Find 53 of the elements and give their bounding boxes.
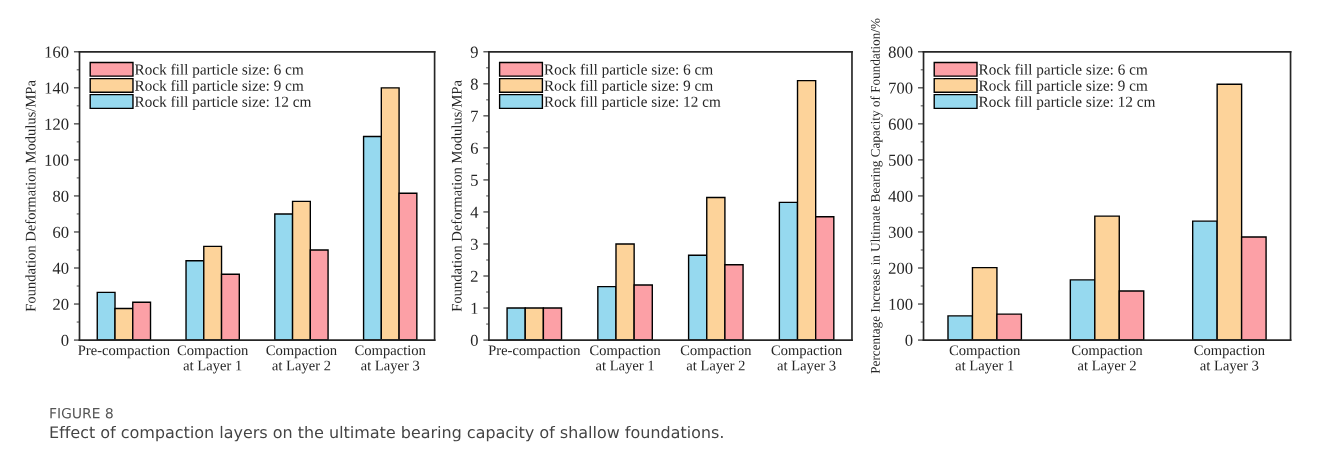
x-tick-label: Compaction at Layer 1 [590, 345, 661, 374]
x-tick-label: Compaction at Layer 3 [1194, 345, 1265, 374]
x-tick-label: Pre-compaction [488, 345, 581, 359]
y-axis-title: Foundation Deformation Modulus/MPa [451, 80, 462, 312]
x-tick-label: Compaction at Layer 2 [1071, 345, 1143, 374]
y-tick-label: 60 [53, 226, 69, 238]
y-tick-label: 140 [45, 82, 69, 94]
y-tick-label: 0 [905, 334, 913, 347]
y-tick-label: 0 [470, 334, 478, 347]
y-tick-label: 3 [470, 238, 478, 250]
y-tick-label: 20 [53, 298, 69, 310]
y-tick-label: 5 [471, 174, 478, 186]
y-tick-label: 80 [53, 190, 69, 202]
x-tick-label: Compaction at Layer 3 [771, 345, 843, 374]
legend-label: Rock fill particle size: 6 cm [978, 63, 1148, 78]
legend-label: Rock fill particle size: 9 cm [134, 79, 304, 94]
y-tick-label: 9 [470, 46, 478, 58]
x-tick-label: Compaction at Layer 1 [177, 345, 249, 374]
y-tick-label: 1 [471, 302, 478, 314]
y-tick-label: 40 [52, 262, 69, 274]
x-tick-label: Compaction at Layer 2 [266, 345, 337, 374]
caption: FIGURE 8 [50, 407, 113, 419]
y-tick-label: 300 [888, 226, 913, 238]
y-tick-label: 700 [889, 82, 913, 94]
y-tick-label: 120 [45, 118, 69, 130]
y-tick-label: 800 [888, 46, 913, 58]
y-tick-label: 6 [470, 142, 479, 154]
y-tick-label: 4 [470, 206, 479, 218]
y-tick-label: 0 [61, 334, 69, 347]
legend-label: Rock fill particle size: 12 cm [134, 95, 312, 110]
legend-label: Rock fill particle size: 6 cm [544, 63, 713, 78]
y-tick-label: 7 [471, 110, 479, 122]
text: Effect of compaction layers on the ultimate bearing capacity of shallow foundations. [50, 425, 723, 442]
legend-label: Rock fill particle size: 12 cm [544, 95, 721, 110]
legend-label: Rock fill particle size: 6 cm [134, 63, 304, 78]
y-tick-label: 600 [888, 118, 913, 130]
x-tick-label: Compaction at Layer 1 [949, 345, 1021, 374]
y-axis-title: Foundation Deformation Modulus/MPa [25, 80, 36, 312]
y-tick-label: 100 [45, 154, 69, 166]
y-tick-label: 8 [470, 78, 478, 90]
legend-label: Rock fill particle size: 12 cm [978, 95, 1156, 110]
y-axis-title: Percentage Increase in Ultimate Bearing Capacity of Foundation/% [870, 18, 883, 374]
y-tick-label: 2 [470, 270, 478, 282]
x-tick-label: Pre-compaction [78, 345, 170, 359]
y-tick-label: 200 [888, 262, 913, 274]
y-tick-label: 100 [889, 298, 913, 310]
y-tick-label: 400 [888, 190, 913, 202]
y-tick-label: 160 [45, 46, 69, 58]
legend-label: Rock fill particle size: 9 cm [978, 79, 1148, 94]
x-tick-label: Compaction at Layer 3 [355, 345, 426, 374]
x-tick-label: Compaction at Layer 2 [680, 345, 752, 374]
legend-label: Rock fill particle size: 9 cm [544, 79, 713, 94]
y-tick-label: 500 [889, 154, 913, 166]
